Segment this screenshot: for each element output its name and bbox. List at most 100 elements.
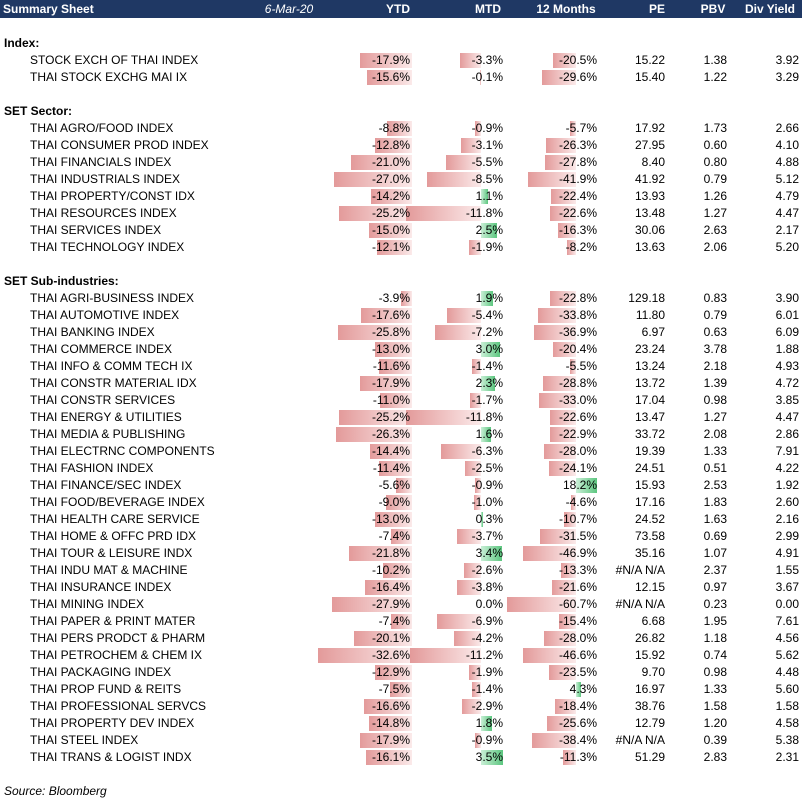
- cell-value: -8.2%: [565, 240, 597, 254]
- cell-value: 0.79: [703, 172, 727, 186]
- cell-value: 0.00: [775, 597, 799, 611]
- cell-value: 1.07: [703, 546, 727, 560]
- cell-value: -2.9%: [471, 699, 503, 713]
- row-label: THAI INFO & COMM TECH IX: [30, 359, 193, 373]
- cell-value: 4.79: [775, 189, 799, 203]
- cell-value: 0.3%: [475, 512, 503, 526]
- cell-value: -13.3%: [558, 563, 597, 577]
- cell-value: 0.60: [703, 138, 727, 152]
- cell-value: 15.93: [634, 478, 665, 492]
- cell-value: 13.47: [634, 410, 665, 424]
- cell-value: 3.92: [775, 53, 799, 67]
- row-label: THAI PERS PRODCT & PHARM: [30, 631, 206, 645]
- cell-value: -2.5%: [471, 461, 503, 475]
- data-bar: [546, 138, 577, 153]
- data-bar: [459, 53, 481, 68]
- data-bar: [334, 172, 412, 187]
- data-bar: [569, 121, 577, 136]
- cell-value: 1.58: [703, 699, 727, 713]
- cell-value: #N/A N/A: [615, 563, 665, 577]
- data-bar: [367, 70, 412, 85]
- data-bar: [461, 138, 481, 153]
- cell-value: -1.9%: [471, 240, 503, 254]
- data-bar: [336, 427, 412, 442]
- cell-value: -7.2%: [471, 325, 503, 339]
- column-header: PBV: [700, 2, 726, 16]
- cell-value: -24.1%: [558, 461, 597, 475]
- row-label: THAI MINING INDEX: [30, 597, 145, 611]
- cell-value: -21.6%: [558, 580, 597, 594]
- data-bar: [551, 580, 577, 595]
- cell-value: -21.0%: [371, 155, 410, 169]
- row-label: THAI PACKAGING INDEX: [30, 665, 172, 679]
- data-bar: [364, 699, 412, 714]
- cell-value: -13.0%: [371, 342, 410, 356]
- cell-value: -25.2%: [371, 410, 410, 424]
- data-bar: [550, 291, 577, 306]
- cell-value: 9.70: [641, 665, 665, 679]
- cell-value: 41.92: [634, 172, 665, 186]
- data-bar: [360, 53, 412, 68]
- cell-value: 4.48: [775, 665, 799, 679]
- cell-value: 6.97: [641, 325, 665, 339]
- row-label: THAI ELECTRNC COMPONENTS: [30, 444, 215, 458]
- row-label: THAI PAPER & PRINT MATER: [30, 614, 196, 628]
- data-bar: [426, 172, 481, 187]
- cell-value: -12.8%: [371, 138, 410, 152]
- cell-value: -27.0%: [371, 172, 410, 186]
- cell-value: 7.61: [775, 614, 799, 628]
- data-bar: [457, 529, 481, 544]
- data-bar: [540, 529, 577, 544]
- data-bar: [576, 478, 597, 493]
- cell-value: 2.18: [703, 359, 727, 373]
- cell-value: 16.97: [634, 682, 665, 696]
- cell-value: -3.7%: [471, 529, 503, 543]
- cell-value: -5.6%: [378, 478, 410, 492]
- cell-value: 4.47: [775, 206, 799, 220]
- data-bar: [569, 359, 577, 374]
- cell-value: 1.1%: [475, 189, 503, 203]
- cell-value: 12.15: [634, 580, 665, 594]
- data-bar: [337, 325, 412, 340]
- column-header: Div Yield: [744, 2, 796, 16]
- cell-value: -10.2%: [371, 563, 410, 577]
- cell-value: -3.9%: [378, 291, 410, 305]
- data-bar: [522, 546, 577, 561]
- data-bar: [361, 308, 412, 323]
- data-bar: [364, 580, 412, 595]
- cell-value: 3.0%: [475, 342, 503, 356]
- cell-value: -22.6%: [558, 410, 597, 424]
- data-bar: [550, 410, 577, 425]
- cell-value: 2.83: [703, 750, 727, 764]
- cell-value: -16.4%: [371, 580, 410, 594]
- data-bar: [435, 325, 481, 340]
- cell-value: -26.3%: [371, 427, 410, 441]
- cell-value: 0.0%: [475, 597, 503, 611]
- row-label: THAI CONSUMER PROD INDEX: [30, 138, 209, 152]
- cell-value: 4.88: [775, 155, 799, 169]
- row-label: THAI CONSTR MATERIAL IDX: [30, 376, 197, 390]
- data-bar: [331, 597, 412, 612]
- cell-value: 0.98: [703, 393, 727, 407]
- data-bar: [318, 648, 412, 663]
- sheet-title: Summary Sheet: [3, 2, 94, 16]
- row-label: THAI HEALTH CARE SERVICE: [30, 512, 200, 526]
- data-bar: [378, 359, 412, 374]
- cell-value: 38.76: [634, 699, 665, 713]
- cell-value: -11.8%: [465, 206, 503, 220]
- data-bar: [339, 410, 412, 425]
- cell-value: -14.8%: [371, 716, 410, 730]
- data-bar: [446, 308, 481, 323]
- cell-value: 1.73: [703, 121, 727, 135]
- data-bar: [464, 461, 481, 476]
- cell-value: -5.7%: [565, 121, 597, 135]
- cell-value: 27.95: [634, 138, 665, 152]
- data-bar: [550, 427, 577, 442]
- cell-value: -38.4%: [558, 733, 597, 747]
- cell-value: 1.58: [775, 699, 799, 713]
- data-bar: [552, 53, 577, 68]
- cell-value: -15.0%: [371, 223, 410, 237]
- cell-value: -28.0%: [558, 631, 597, 645]
- data-bar: [440, 444, 481, 459]
- cell-value: -13.0%: [371, 512, 410, 526]
